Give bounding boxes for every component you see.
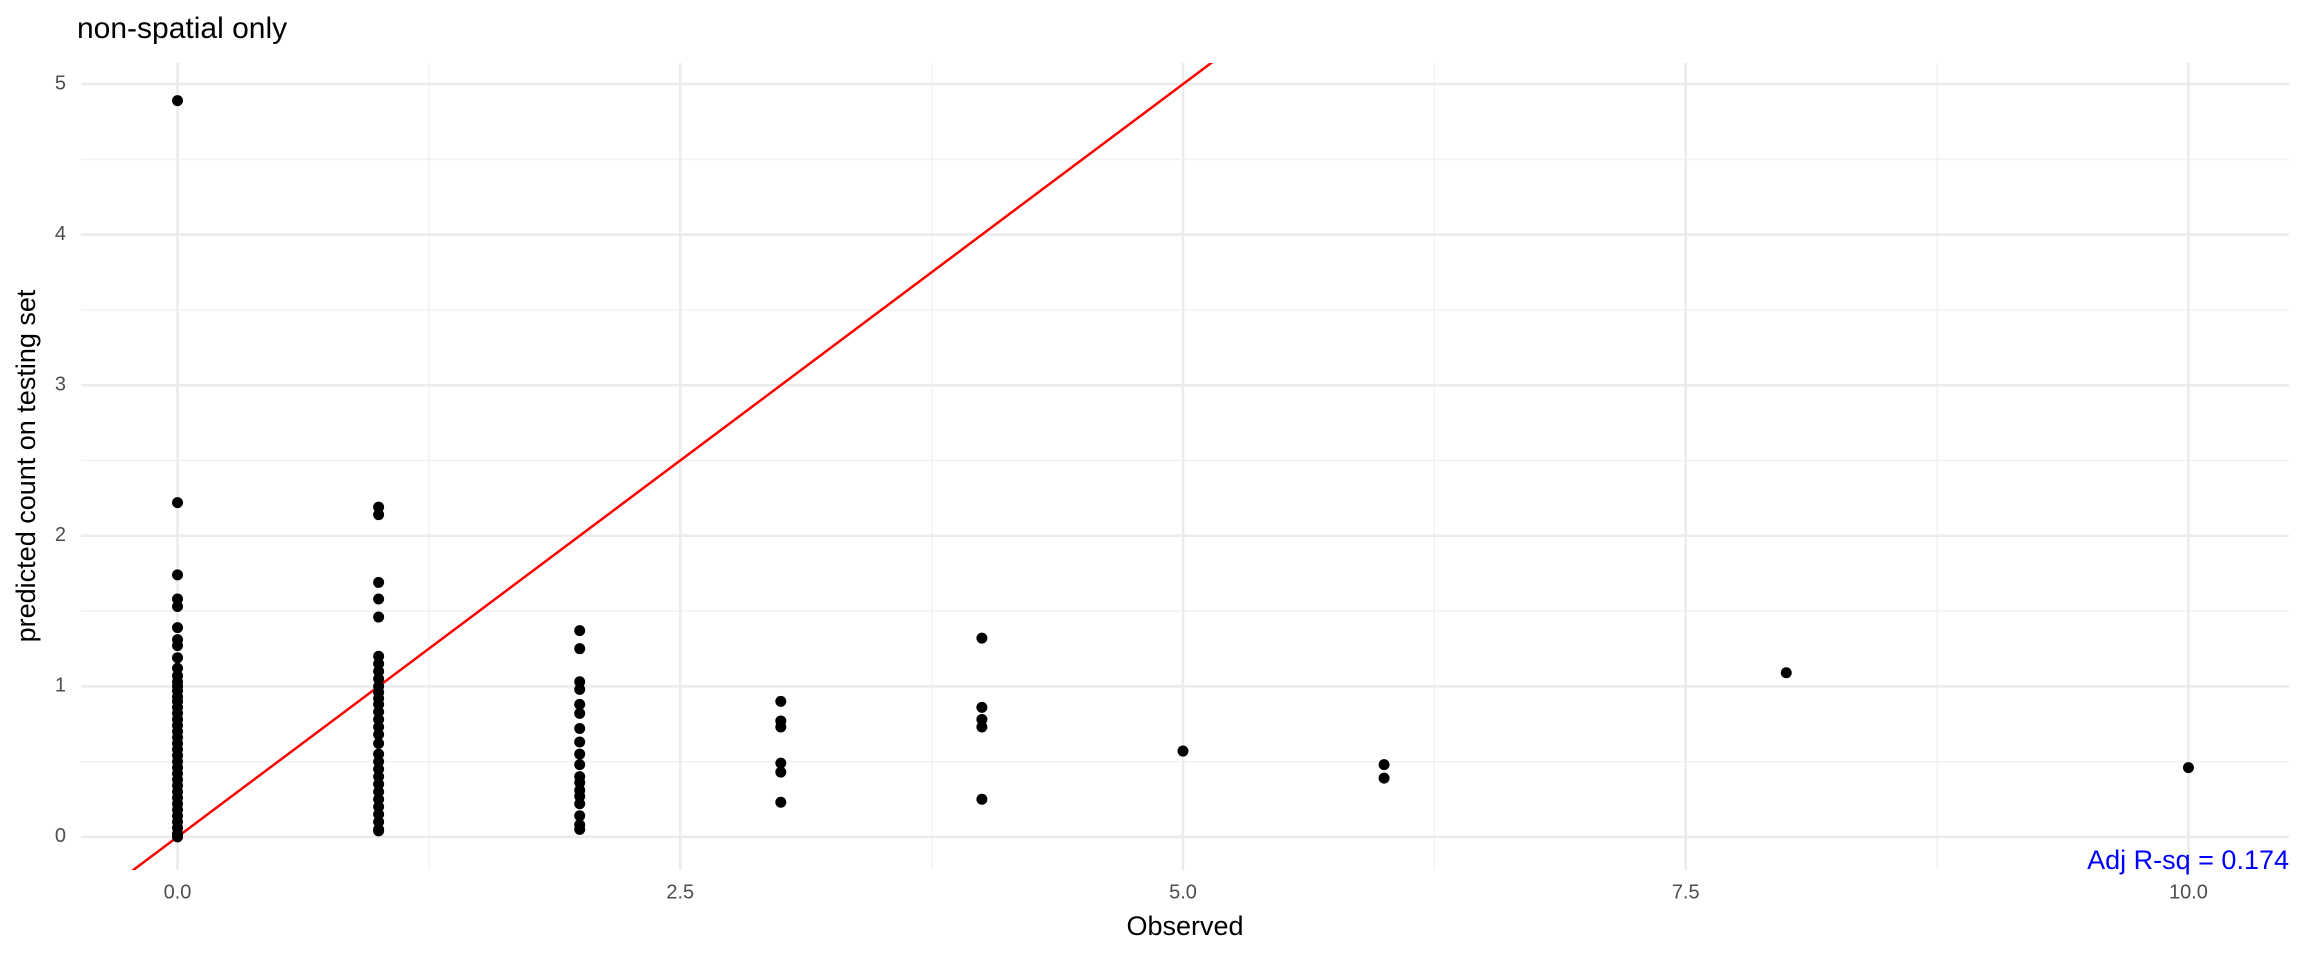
chart-title: non-spatial only [77,12,287,45]
point [373,816,385,828]
point [373,738,385,750]
point [373,576,385,588]
point [976,721,988,733]
point [574,810,586,822]
point [574,707,586,719]
point [976,701,988,713]
point [373,650,385,662]
point [1780,667,1792,679]
identity-line-group [131,63,1214,870]
point [373,825,385,837]
x-tick-label: 7.5 [1672,881,1700,903]
point [373,771,385,783]
point [373,658,385,670]
point [574,722,586,734]
point [574,748,586,760]
point [775,695,787,707]
point [574,643,586,655]
y-axis-title: predicted count on testing set [11,289,41,642]
point [574,777,586,789]
point [373,721,385,733]
point [1177,745,1189,757]
point [172,831,184,843]
point [976,793,988,805]
point [373,713,385,725]
point [373,673,385,685]
point [172,622,184,634]
point [373,786,385,798]
x-tick-label: 2.5 [666,881,694,903]
point [172,497,184,509]
point [574,798,586,810]
point [172,95,184,107]
point [172,593,184,605]
point [172,640,184,652]
point [373,501,385,513]
y-tick-label: 5 [55,72,66,94]
x-axis-title: Observed [1126,911,1243,941]
x-tick-label: 5.0 [1169,881,1197,903]
point [775,796,787,808]
identity-line [131,63,1214,870]
point [1378,759,1390,771]
y-tick-label: 0 [55,825,66,847]
point [373,698,385,710]
point [373,593,385,605]
point [373,756,385,768]
point [373,706,385,718]
point [775,721,787,733]
point [373,763,385,775]
point [574,625,586,637]
point [172,601,184,613]
y-tick-label: 3 [55,373,66,395]
point [373,793,385,805]
point [574,790,586,802]
point [574,676,586,688]
point [373,728,385,740]
y-tick-label: 1 [55,675,66,697]
y-tick-label: 4 [55,223,66,245]
point [373,509,385,521]
point [172,569,184,581]
point [775,766,787,778]
point [1378,772,1390,784]
point [574,698,586,710]
point [976,632,988,644]
point [172,652,184,664]
point [373,801,385,813]
point [574,736,586,748]
point [574,823,586,835]
point [574,759,586,771]
point [775,757,787,769]
x-tick-label: 0.0 [164,881,192,903]
point [373,748,385,760]
y-tick-label: 2 [55,524,66,546]
annotation: Adj R-sq = 0.174 [2087,845,2289,875]
x-tick-label: 10.0 [2169,881,2208,903]
point [172,662,184,674]
point [2182,762,2194,774]
point [976,713,988,725]
point [373,808,385,820]
point [373,611,385,623]
point [373,665,385,677]
point [574,683,586,695]
point [373,778,385,790]
